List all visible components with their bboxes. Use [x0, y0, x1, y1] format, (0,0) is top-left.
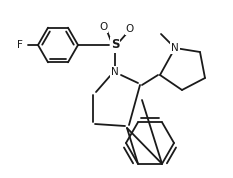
Text: O: O: [99, 22, 107, 32]
Text: F: F: [17, 40, 23, 50]
Text: O: O: [126, 24, 134, 34]
Text: N: N: [171, 43, 179, 53]
Text: N: N: [111, 67, 119, 77]
Text: S: S: [111, 38, 119, 51]
